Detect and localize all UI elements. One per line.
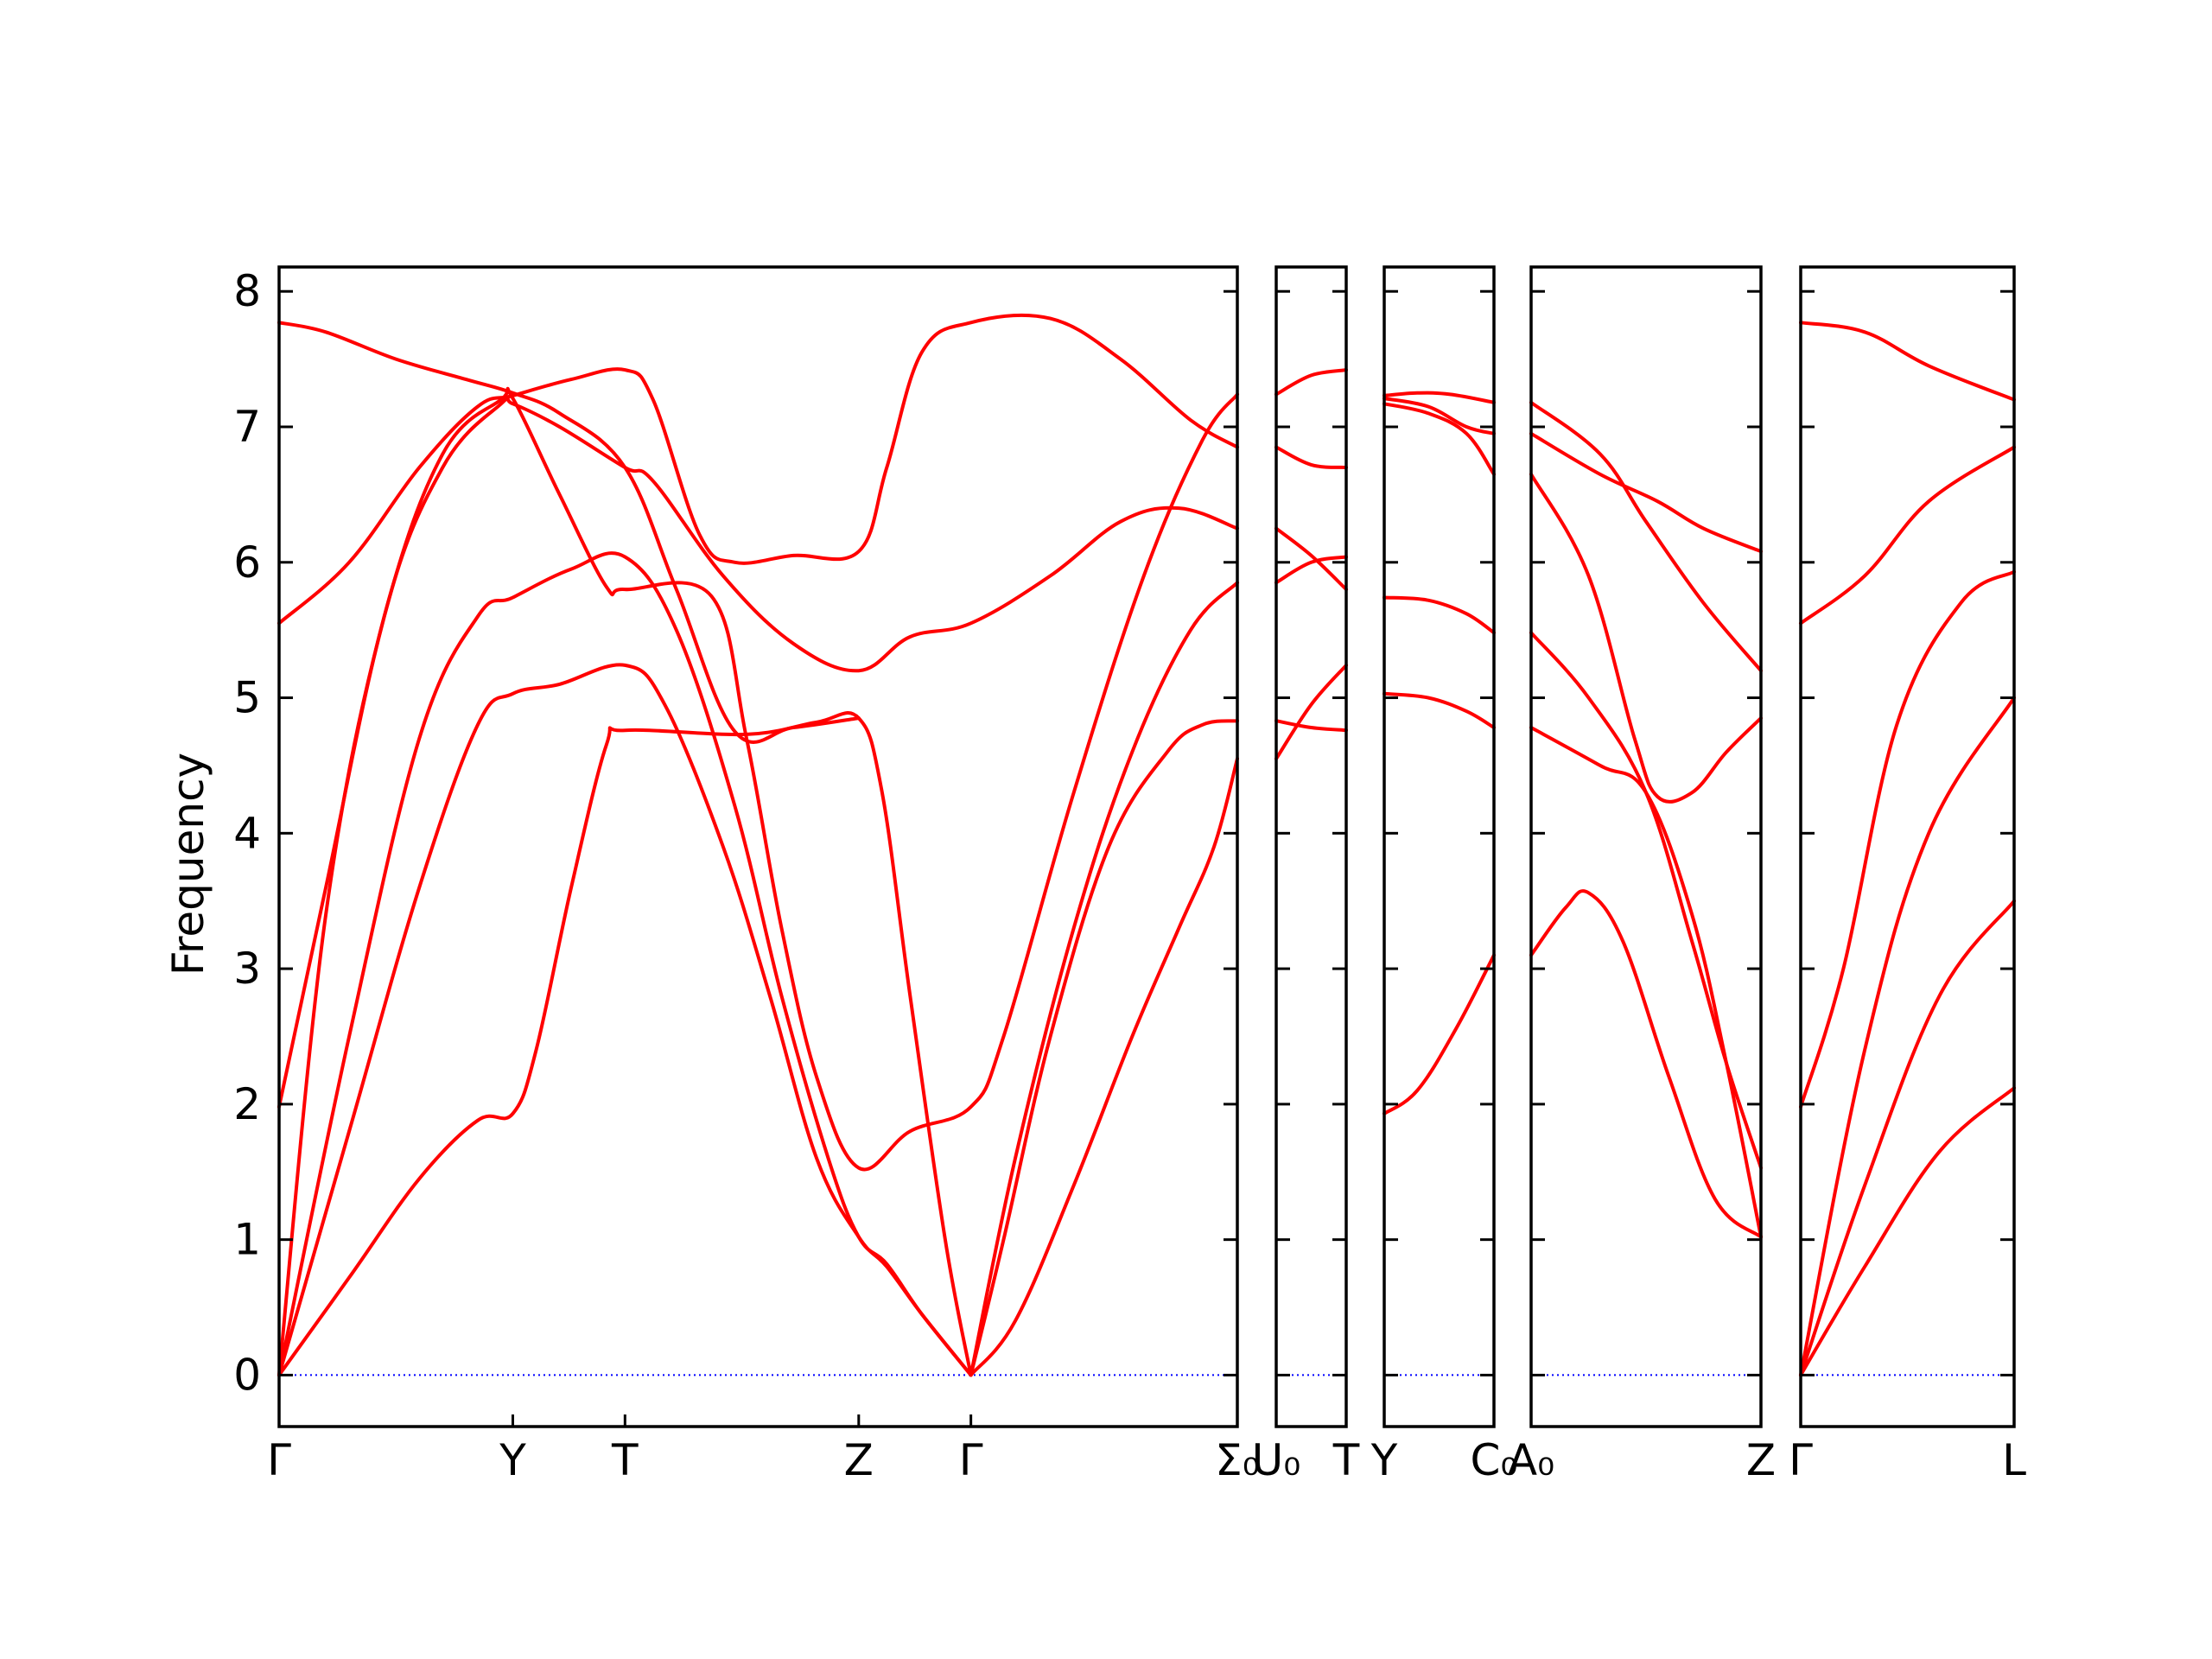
- y-tick-labels: 0 1 2 3 4 5 6 7 8: [233, 266, 261, 1400]
- band-3: [1382, 595, 1496, 635]
- band-5: [277, 396, 1239, 1377]
- panel-frame: [1529, 265, 1763, 1428]
- band-9: [969, 719, 1239, 1377]
- panel-frame: [1274, 265, 1348, 1428]
- y-tick-label: 7: [233, 402, 261, 452]
- band-5: [1799, 445, 2016, 626]
- y-tick-label: 5: [233, 673, 261, 723]
- band-2: [1529, 726, 1763, 1239]
- panel-frame: [277, 265, 1239, 1428]
- y-tick-label: 8: [233, 266, 261, 316]
- x-tick-label: T: [611, 1435, 639, 1485]
- band-5: [1529, 431, 1763, 554]
- band-2: [277, 663, 973, 1377]
- band-1: [1529, 889, 1763, 1239]
- y-axis-label: Frequency: [163, 753, 213, 976]
- band-6: [1799, 321, 2016, 402]
- panel-1: Γ Y T Z Γ Σ₀: [267, 265, 1260, 1485]
- x-tick-label: L: [2002, 1435, 2026, 1485]
- y-tick-label: 2: [233, 1079, 261, 1129]
- x-tick-label: A₀: [1508, 1435, 1554, 1485]
- y-tick-label: 1: [233, 1215, 261, 1265]
- x-tick-label: T: [1332, 1435, 1360, 1485]
- band-4: [277, 386, 1239, 1172]
- panel-2: U₀ T: [1252, 265, 1360, 1485]
- band-4: [1274, 526, 1348, 592]
- x-tick-label: Γ: [959, 1435, 983, 1485]
- band-4: [1529, 472, 1763, 804]
- band-4: [1799, 569, 2016, 1109]
- panel-frame: [1799, 265, 2016, 1428]
- band-7: [277, 321, 861, 744]
- band-10: [969, 581, 1239, 1377]
- band-5: [1382, 397, 1496, 435]
- band-2: [1274, 719, 1348, 733]
- band-3: [1799, 696, 2016, 1377]
- x-tick-label: Y: [1370, 1435, 1398, 1485]
- y-tick-label: 3: [233, 944, 261, 994]
- x-tick-label: Γ: [267, 1435, 291, 1485]
- band-1: [1799, 1086, 2016, 1377]
- panel-4: A₀ Z: [1508, 265, 1776, 1485]
- band-6: [277, 313, 1239, 626]
- x-tick-label: Z: [1746, 1435, 1776, 1485]
- band-1: [1274, 663, 1348, 761]
- band-1: [277, 711, 973, 1377]
- band-3: [1274, 555, 1348, 585]
- x-tick-label: Y: [499, 1435, 526, 1485]
- panel-3: Y C₀: [1370, 265, 1518, 1485]
- band-1: [1382, 953, 1496, 1116]
- band-3: [1529, 631, 1763, 1170]
- band-4: [1382, 402, 1496, 476]
- panel-frame: [1382, 265, 1496, 1428]
- x-tick-label: C₀: [1471, 1435, 1518, 1485]
- y-tick-label: 0: [233, 1350, 261, 1400]
- x-tick-label: Γ: [1789, 1435, 1813, 1485]
- x-tick-label: U₀: [1252, 1435, 1301, 1485]
- band-6: [1274, 368, 1348, 397]
- band-8: [969, 757, 1239, 1377]
- y-tick-label: 6: [233, 537, 261, 588]
- y-tick-label: 4: [233, 808, 261, 858]
- band-6: [1529, 400, 1763, 673]
- band-2: [1799, 899, 2016, 1377]
- band-5: [1274, 445, 1348, 469]
- band-2: [1382, 691, 1496, 729]
- band-3: [277, 551, 973, 1377]
- band-6: [1382, 391, 1496, 404]
- x-tick-label: Z: [844, 1435, 874, 1485]
- x-tick-label: Σ₀: [1215, 1435, 1260, 1485]
